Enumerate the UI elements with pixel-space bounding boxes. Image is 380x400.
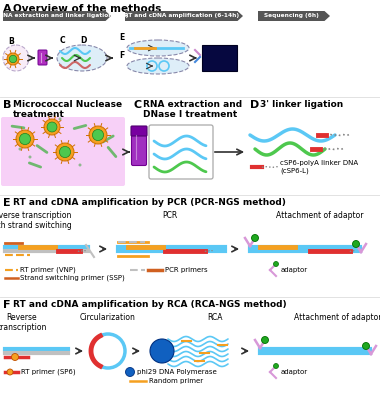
FancyBboxPatch shape bbox=[131, 130, 147, 166]
Text: Strand switching primer (SSP): Strand switching primer (SSP) bbox=[20, 275, 125, 281]
Circle shape bbox=[7, 369, 13, 375]
Text: F: F bbox=[119, 51, 124, 60]
Text: PCR: PCR bbox=[162, 211, 177, 220]
Circle shape bbox=[56, 143, 74, 161]
Text: RT and cDNA amplification by RCA (RCA-NGS method): RT and cDNA amplification by RCA (RCA-NG… bbox=[13, 300, 287, 309]
Text: RT and cDNA amplification (6-14h): RT and cDNA amplification (6-14h) bbox=[124, 14, 239, 18]
Ellipse shape bbox=[127, 40, 189, 56]
Circle shape bbox=[7, 53, 19, 65]
Circle shape bbox=[28, 156, 32, 158]
Text: Viral RNA extraction and linker ligation (2h): Viral RNA extraction and linker ligation… bbox=[0, 14, 128, 18]
Text: E: E bbox=[3, 198, 11, 208]
Text: D: D bbox=[250, 100, 259, 110]
Text: C: C bbox=[60, 36, 66, 45]
Circle shape bbox=[59, 146, 71, 158]
Text: RT primer (VNP): RT primer (VNP) bbox=[20, 267, 76, 273]
Circle shape bbox=[79, 164, 81, 166]
Text: B: B bbox=[8, 37, 14, 46]
Text: Sequencing (6h): Sequencing (6h) bbox=[264, 14, 319, 18]
Text: Reverse transcription
with strand switching: Reverse transcription with strand switch… bbox=[0, 211, 71, 230]
FancyBboxPatch shape bbox=[38, 50, 47, 65]
Circle shape bbox=[125, 368, 135, 376]
Circle shape bbox=[353, 240, 359, 248]
Text: B: B bbox=[3, 100, 11, 110]
FancyBboxPatch shape bbox=[149, 125, 213, 179]
Circle shape bbox=[252, 234, 258, 242]
Text: 3' linker ligation: 3' linker ligation bbox=[260, 100, 343, 109]
Text: Attachment of adaptor: Attachment of adaptor bbox=[276, 211, 364, 220]
Text: adaptor: adaptor bbox=[281, 369, 308, 375]
Circle shape bbox=[261, 336, 269, 344]
Circle shape bbox=[11, 354, 19, 360]
Text: Circularization: Circularization bbox=[80, 313, 136, 322]
Circle shape bbox=[150, 339, 174, 363]
Circle shape bbox=[47, 122, 57, 132]
Text: E: E bbox=[119, 33, 124, 42]
Polygon shape bbox=[258, 11, 330, 21]
Text: F: F bbox=[3, 300, 11, 310]
Circle shape bbox=[89, 126, 107, 144]
Circle shape bbox=[274, 262, 279, 266]
Text: Reverse
transcription: Reverse transcription bbox=[0, 313, 47, 332]
Text: A: A bbox=[3, 4, 12, 14]
Circle shape bbox=[19, 134, 30, 144]
Circle shape bbox=[363, 342, 369, 350]
Polygon shape bbox=[3, 11, 111, 21]
Ellipse shape bbox=[57, 45, 107, 71]
Circle shape bbox=[16, 130, 34, 148]
Text: D: D bbox=[80, 36, 86, 45]
Text: cSP6-polyA linker DNA
(cSP6-L): cSP6-polyA linker DNA (cSP6-L) bbox=[280, 160, 358, 174]
Text: RCA: RCA bbox=[207, 313, 223, 322]
Text: RNA extraction and
DNase I treatment: RNA extraction and DNase I treatment bbox=[143, 100, 242, 119]
Circle shape bbox=[44, 119, 60, 135]
Circle shape bbox=[19, 148, 22, 150]
Text: Overview of the methods: Overview of the methods bbox=[13, 4, 162, 14]
Text: adaptor: adaptor bbox=[281, 267, 308, 273]
Circle shape bbox=[274, 364, 279, 368]
Text: Attachment of adaptor: Attachment of adaptor bbox=[294, 313, 380, 322]
Text: phi29 DNA Polymerase: phi29 DNA Polymerase bbox=[137, 369, 217, 375]
Circle shape bbox=[59, 118, 62, 120]
Circle shape bbox=[3, 45, 29, 71]
Circle shape bbox=[9, 55, 17, 63]
Text: PCR primers: PCR primers bbox=[165, 267, 207, 273]
Text: RT primer (SP6): RT primer (SP6) bbox=[21, 369, 76, 375]
Text: RT and cDNA amplification by PCR (PCR-NGS method): RT and cDNA amplification by PCR (PCR-NG… bbox=[13, 198, 286, 207]
Polygon shape bbox=[125, 11, 243, 21]
Text: Micrococcal Nuclease
treatment: Micrococcal Nuclease treatment bbox=[13, 100, 122, 119]
Text: C: C bbox=[133, 100, 141, 110]
Circle shape bbox=[92, 130, 104, 140]
FancyBboxPatch shape bbox=[1, 117, 125, 186]
FancyBboxPatch shape bbox=[202, 45, 237, 71]
FancyBboxPatch shape bbox=[131, 126, 147, 136]
Text: Random primer: Random primer bbox=[149, 378, 203, 384]
Ellipse shape bbox=[127, 58, 189, 74]
